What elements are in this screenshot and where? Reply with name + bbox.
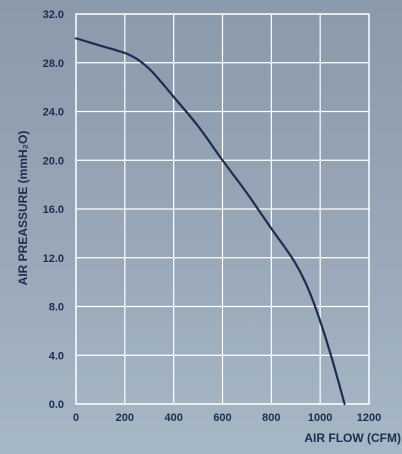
tick-labels: 0 200 400 600 800 1000 1200 0.0 4.0 8.0 12.0 16.0 20… (43, 9, 382, 424)
series-layer (74, 37, 346, 406)
plot-frame (75, 13, 370, 405)
x-tick-label-800: 800 (262, 412, 280, 424)
y-tick-label-32.0: 32.0 (43, 9, 64, 21)
y-tick-label-12.0: 12.0 (43, 253, 64, 265)
y-tick-label-8.0: 8.0 (49, 302, 64, 314)
y-tick-label-4.0: 4.0 (49, 350, 64, 362)
x-tick-label-1000: 1000 (308, 412, 332, 424)
x-tick-label-600: 600 (213, 412, 231, 424)
x-tick-label-200: 200 (116, 412, 134, 424)
x-tick-label-0: 0 (73, 412, 79, 424)
y-tick-label-20.0: 20.0 (43, 155, 64, 167)
y-tick-label-0.0: 0.0 (49, 399, 64, 411)
grid (75, 13, 370, 405)
x-tick-label-1200: 1200 (357, 412, 381, 424)
series-line-0 (74, 37, 346, 406)
x-tick-label-400: 400 (164, 412, 182, 424)
y-axis-label: AIR PREASSURE (mmH₂O) (16, 131, 30, 286)
y-tick-label-24.0: 24.0 (43, 107, 64, 119)
y-tick-label-28.0: 28.0 (43, 58, 64, 70)
y-tick-label-16.0: 16.0 (43, 204, 64, 216)
x-axis-label: AIR FLOW (CFM) (304, 431, 401, 445)
